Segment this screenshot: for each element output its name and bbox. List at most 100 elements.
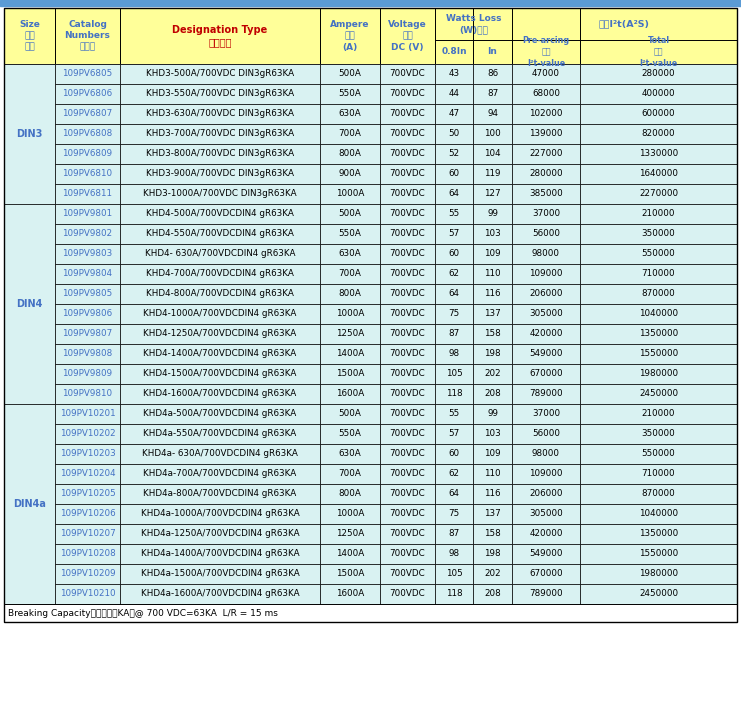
Text: 870000: 870000 [642,489,675,498]
Bar [512,484,580,504]
Bar [380,304,435,324]
Bar [580,464,737,484]
Text: 109PV10205: 109PV10205 [59,489,116,498]
Text: 550A: 550A [339,429,362,439]
Bar [120,244,320,264]
Bar [4,64,55,204]
Bar [473,284,512,304]
Text: 44: 44 [448,89,459,99]
Text: 700VDC: 700VDC [390,310,425,318]
Text: 710000: 710000 [642,270,675,279]
Text: KHD3-800A/700VDC DIN3gR63KA: KHD3-800A/700VDC DIN3gR63KA [146,149,294,158]
Bar [512,504,580,524]
Text: 57: 57 [448,230,459,239]
Bar [473,224,512,244]
Text: 109PV10206: 109PV10206 [60,510,116,519]
Bar [55,264,120,284]
Bar [435,164,473,184]
Text: 109PV10208: 109PV10208 [59,550,116,558]
Text: KHD3-1000A/700VDC DIN3gR63KA: KHD3-1000A/700VDC DIN3gR63KA [143,189,297,199]
Bar [320,104,380,124]
Text: 820000: 820000 [642,130,675,139]
Text: 75: 75 [448,310,459,318]
Text: 60: 60 [448,449,459,458]
Bar [380,124,435,144]
Bar [580,184,737,204]
Bar [580,504,737,524]
Text: 550000: 550000 [642,249,675,258]
Bar [120,84,320,104]
Bar [435,404,473,424]
Text: 64: 64 [448,289,459,298]
Text: 600000: 600000 [642,110,675,118]
Bar [380,564,435,584]
Bar [4,404,55,604]
Bar [320,404,380,424]
Bar [580,424,737,444]
Text: 700VDC: 700VDC [390,89,425,99]
Bar [435,504,473,524]
Text: 800A: 800A [339,149,362,158]
Bar [435,324,473,344]
Text: 109PV9801: 109PV9801 [62,210,113,218]
Text: Voltage
电压
DC (V): Voltage 电压 DC (V) [388,20,427,51]
Text: 1250A: 1250A [336,329,364,339]
Text: 37000: 37000 [532,210,560,218]
Text: 139000: 139000 [529,130,562,139]
Text: Size
瓷管
代号: Size 瓷管 代号 [19,20,40,51]
Text: 109PV9809: 109PV9809 [62,370,113,379]
Bar [512,384,580,404]
Bar [580,524,737,544]
Text: 87: 87 [487,89,498,99]
Bar [380,424,435,444]
Bar [435,304,473,324]
Text: 104: 104 [484,149,501,158]
Bar [512,104,580,124]
Text: 43: 43 [448,70,459,79]
Bar [435,464,473,484]
Bar [320,324,380,344]
Bar [473,164,512,184]
Text: Designation Type
型号规格: Designation Type 型号规格 [173,25,268,47]
Bar [120,364,320,384]
Text: 105: 105 [445,370,462,379]
Bar [120,284,320,304]
Bar [473,504,512,524]
Text: 550000: 550000 [642,449,675,458]
Bar [120,324,320,344]
Text: 700VDC: 700VDC [390,470,425,479]
Text: 105: 105 [445,570,462,579]
Bar [320,464,380,484]
Text: 208: 208 [484,389,501,398]
Bar [435,284,473,304]
Bar [320,424,380,444]
Text: 52: 52 [448,149,459,158]
Bar [473,464,512,484]
Bar [120,404,320,424]
Bar [55,324,120,344]
Bar [473,584,512,604]
Text: KHD4a-1000A/700VDCDIN4 gR63KA: KHD4a-1000A/700VDCDIN4 gR63KA [141,510,299,519]
Text: 630A: 630A [339,249,362,258]
Bar [55,444,120,464]
Text: 550A: 550A [339,230,362,239]
Bar [320,284,380,304]
Text: 109000: 109000 [529,470,562,479]
Text: KHD4a- 630A/700VDCDIN4 gR63KA: KHD4a- 630A/700VDCDIN4 gR63KA [142,449,298,458]
Bar [435,484,473,504]
Bar [320,564,380,584]
Bar [512,444,580,464]
Bar [512,524,580,544]
Text: 500A: 500A [339,210,362,218]
Bar [120,204,320,224]
Text: 94: 94 [487,110,498,118]
Text: DIN4: DIN4 [16,299,43,309]
Bar [380,84,435,104]
Text: 210000: 210000 [642,210,675,218]
Bar [380,464,435,484]
Bar [120,184,320,204]
Text: Ampere
电流
(A): Ampere 电流 (A) [330,20,370,51]
Bar [120,264,320,284]
Text: 1400A: 1400A [336,349,364,358]
Text: 1330000: 1330000 [639,149,678,158]
